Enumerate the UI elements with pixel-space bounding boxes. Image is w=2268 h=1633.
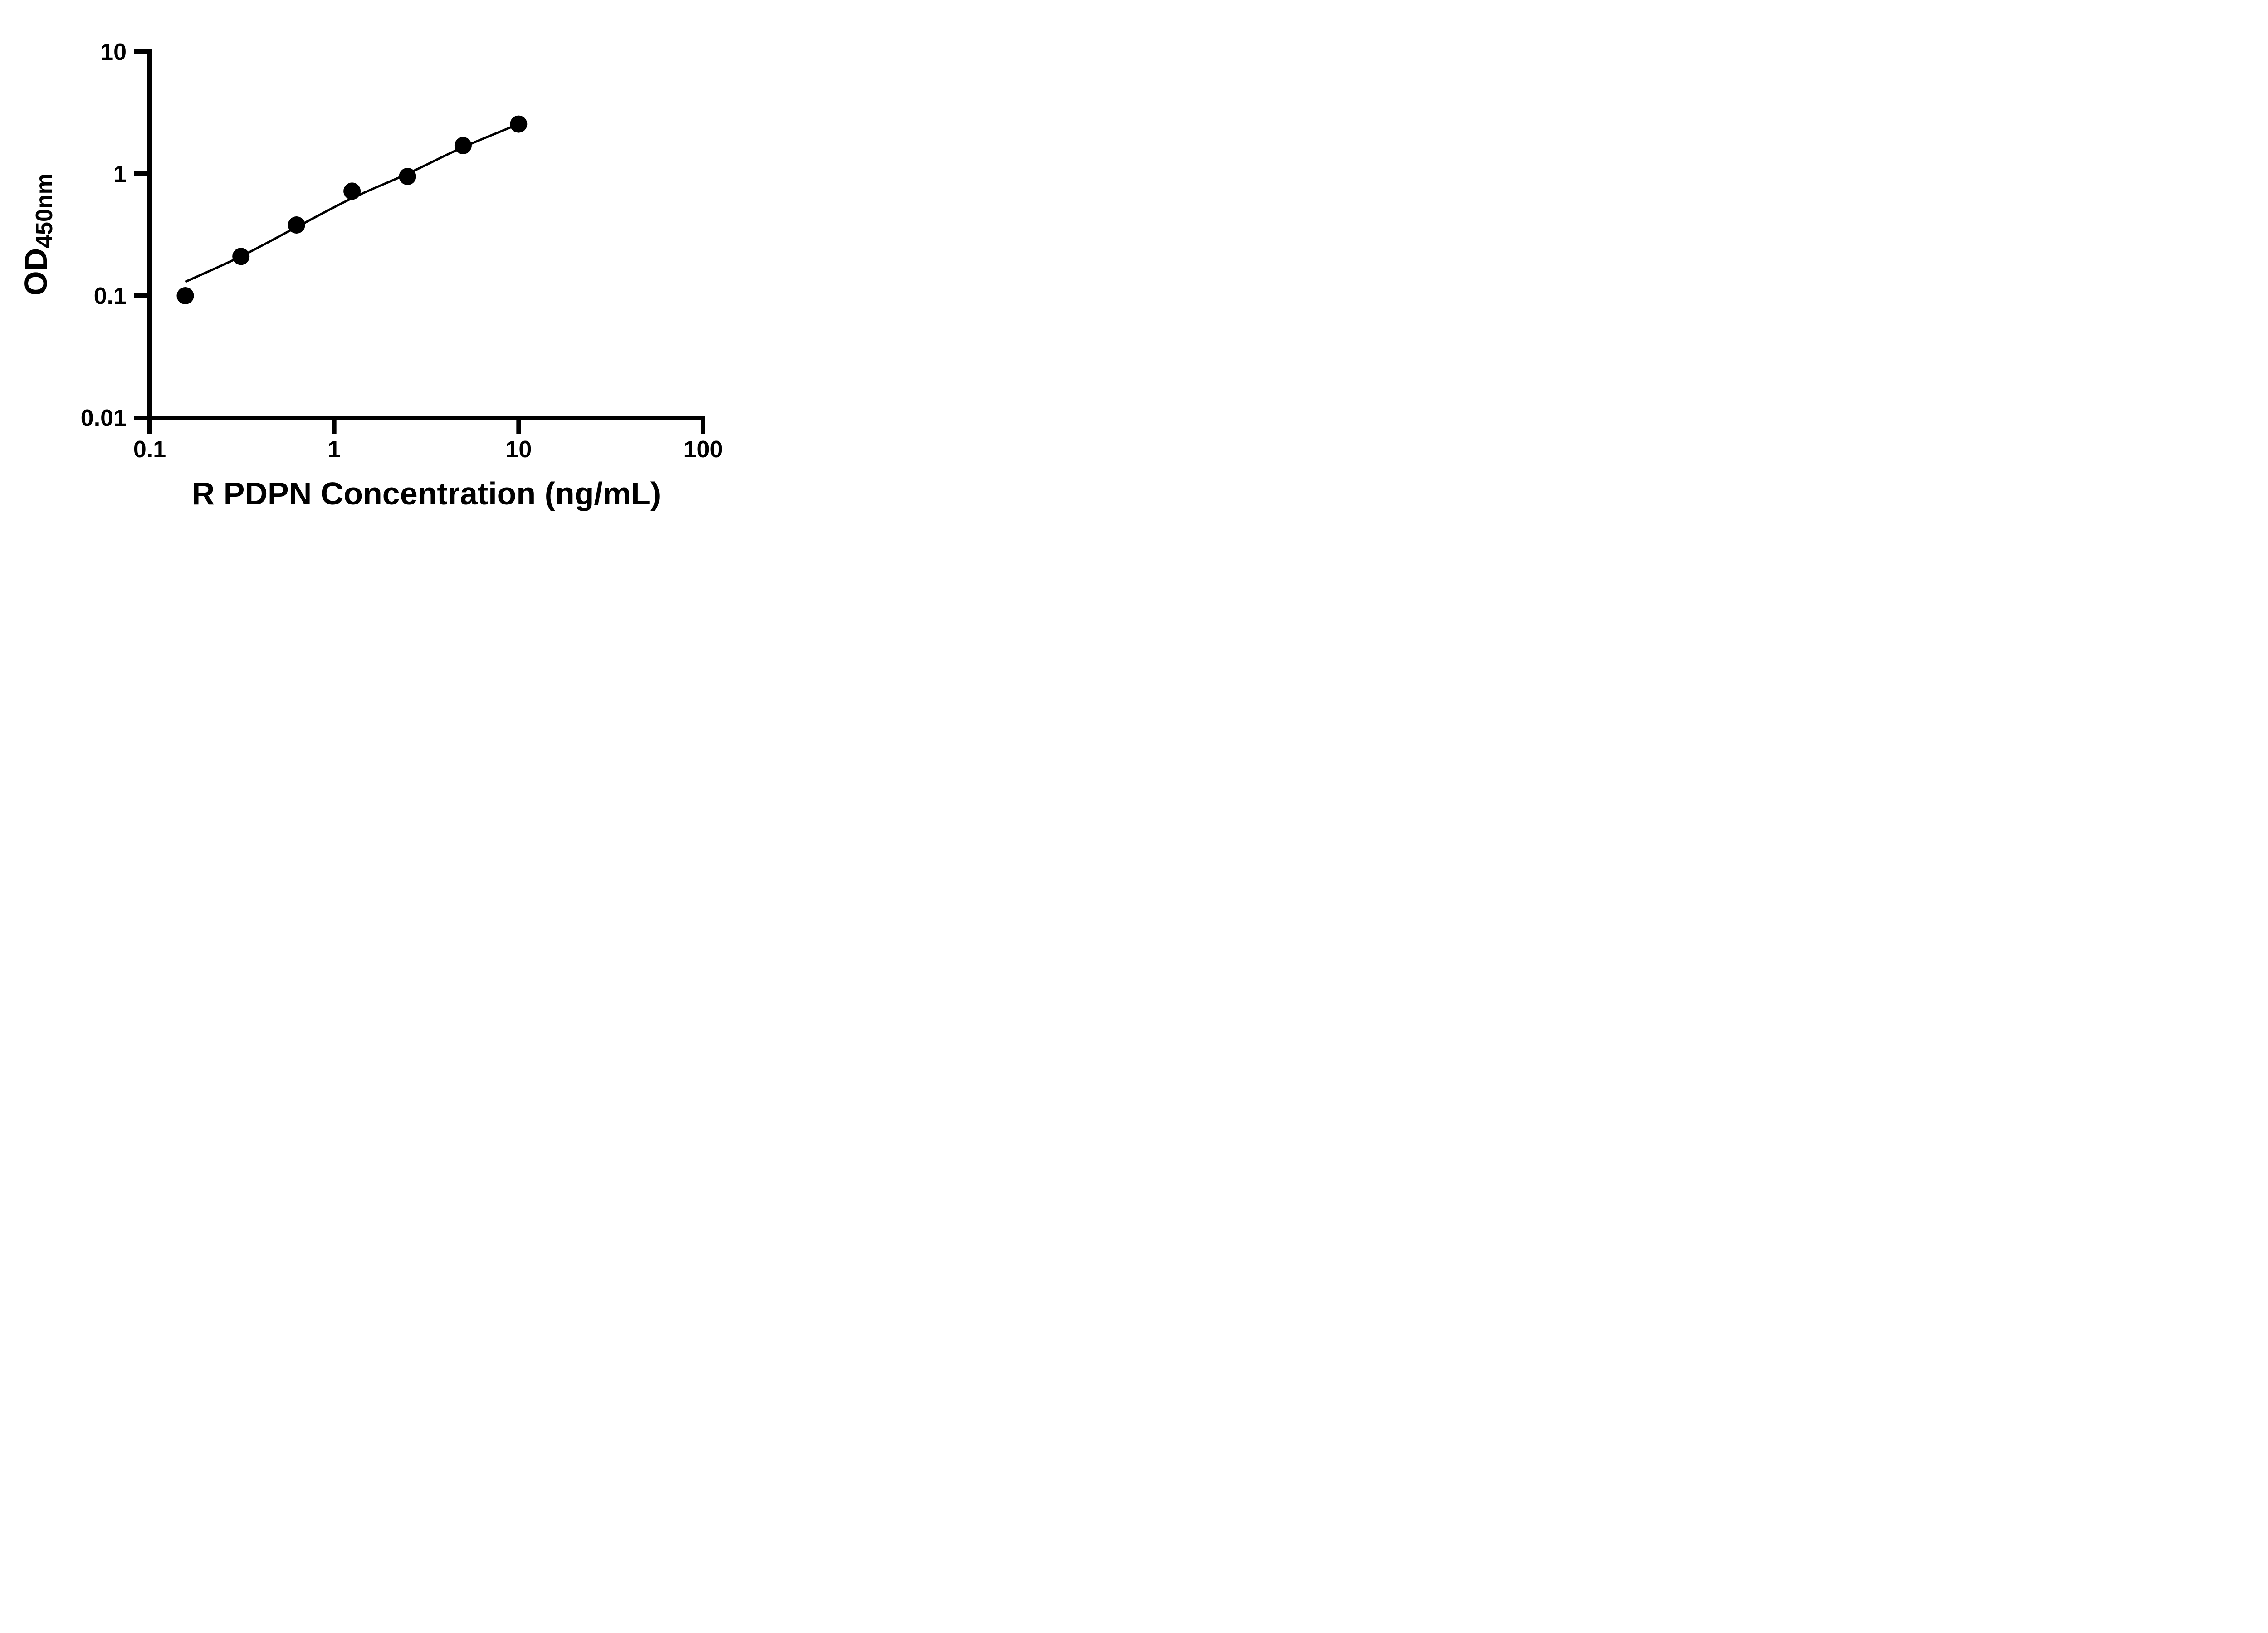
data-point (454, 137, 472, 154)
elisa-standard-curve-figure: 0.1 1 10 100 10 1 0.1 0.01 R PDPN Concentration… (0, 0, 776, 544)
data-point (510, 115, 528, 133)
y-axis-title: OD450nm (18, 173, 58, 296)
y-tick-label: 0.01 (81, 405, 127, 431)
x-tick-label: 100 (684, 436, 723, 463)
y-tick-label: 0.1 (94, 283, 127, 309)
y-axis-title-subscript: 450nm (31, 173, 58, 248)
y-axis-title-main: OD (18, 248, 54, 296)
y-tick-label: 10 (100, 39, 127, 65)
data-point (288, 216, 305, 234)
data-point (343, 182, 361, 200)
x-tick-label: 1 (327, 436, 341, 463)
data-point (399, 168, 416, 185)
x-tick-label: 0.1 (133, 436, 166, 463)
x-axis-title: R PDPN Concentration (ng/mL) (192, 476, 661, 511)
data-point (232, 248, 250, 265)
x-tick-label: 10 (505, 436, 532, 463)
y-tick-label: 1 (113, 161, 127, 187)
data-point (176, 287, 194, 304)
